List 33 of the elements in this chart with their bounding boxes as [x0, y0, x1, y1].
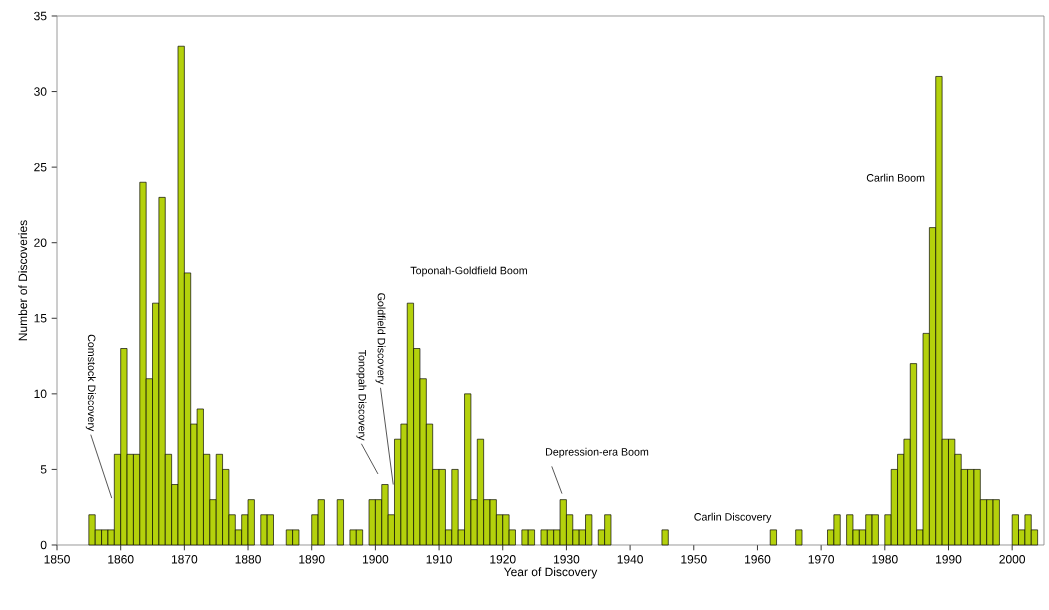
y-tick-label: 30	[34, 87, 47, 96]
x-tick-label: 1990	[936, 555, 962, 564]
x-tick-label: 1930	[554, 555, 580, 564]
y-tick-label: 5	[40, 465, 47, 474]
annotation: Tonopah Discovery	[356, 349, 367, 441]
x-tick-label: 1890	[299, 555, 325, 564]
annotation: Depression-era Boom	[545, 447, 649, 458]
x-axis-title: Year of Discovery	[503, 567, 598, 579]
x-tick-label: 1870	[171, 555, 198, 564]
y-tick-label: 10	[34, 389, 47, 399]
x-tick-label: 2000	[999, 555, 1026, 564]
y-tick-label: 35	[34, 11, 47, 21]
annotation: Comstock Discovery	[85, 334, 96, 432]
x-tick-label: 1950	[681, 555, 707, 564]
annotation: Carlin Discovery	[694, 512, 772, 523]
x-tick-label: 1920	[490, 555, 516, 564]
x-tick-label: 1960	[745, 555, 771, 564]
x-tick-label: 1900	[362, 555, 389, 564]
x-tick-label: 1860	[108, 555, 134, 564]
y-tick-label: 25	[34, 162, 47, 172]
x-tick-label: 1910	[426, 555, 452, 564]
x-tick-label: 1980	[872, 555, 898, 564]
y-axis-title: Number of Discoveries	[18, 220, 28, 341]
x-tick-label: 1940	[617, 555, 643, 564]
annotation: Toponah-Goldfield Boom	[410, 266, 527, 277]
x-tick-label: 1850	[44, 555, 70, 564]
x-tick-label: 1970	[808, 555, 835, 564]
x-tick-label: 1880	[235, 555, 261, 564]
annotation: Goldfield Discovery	[375, 293, 386, 385]
annotation: Carlin Boom	[866, 173, 925, 182]
y-tick-label: 20	[34, 238, 47, 247]
y-tick-label: 0	[40, 540, 47, 550]
y-tick-label: 15	[34, 314, 47, 323]
